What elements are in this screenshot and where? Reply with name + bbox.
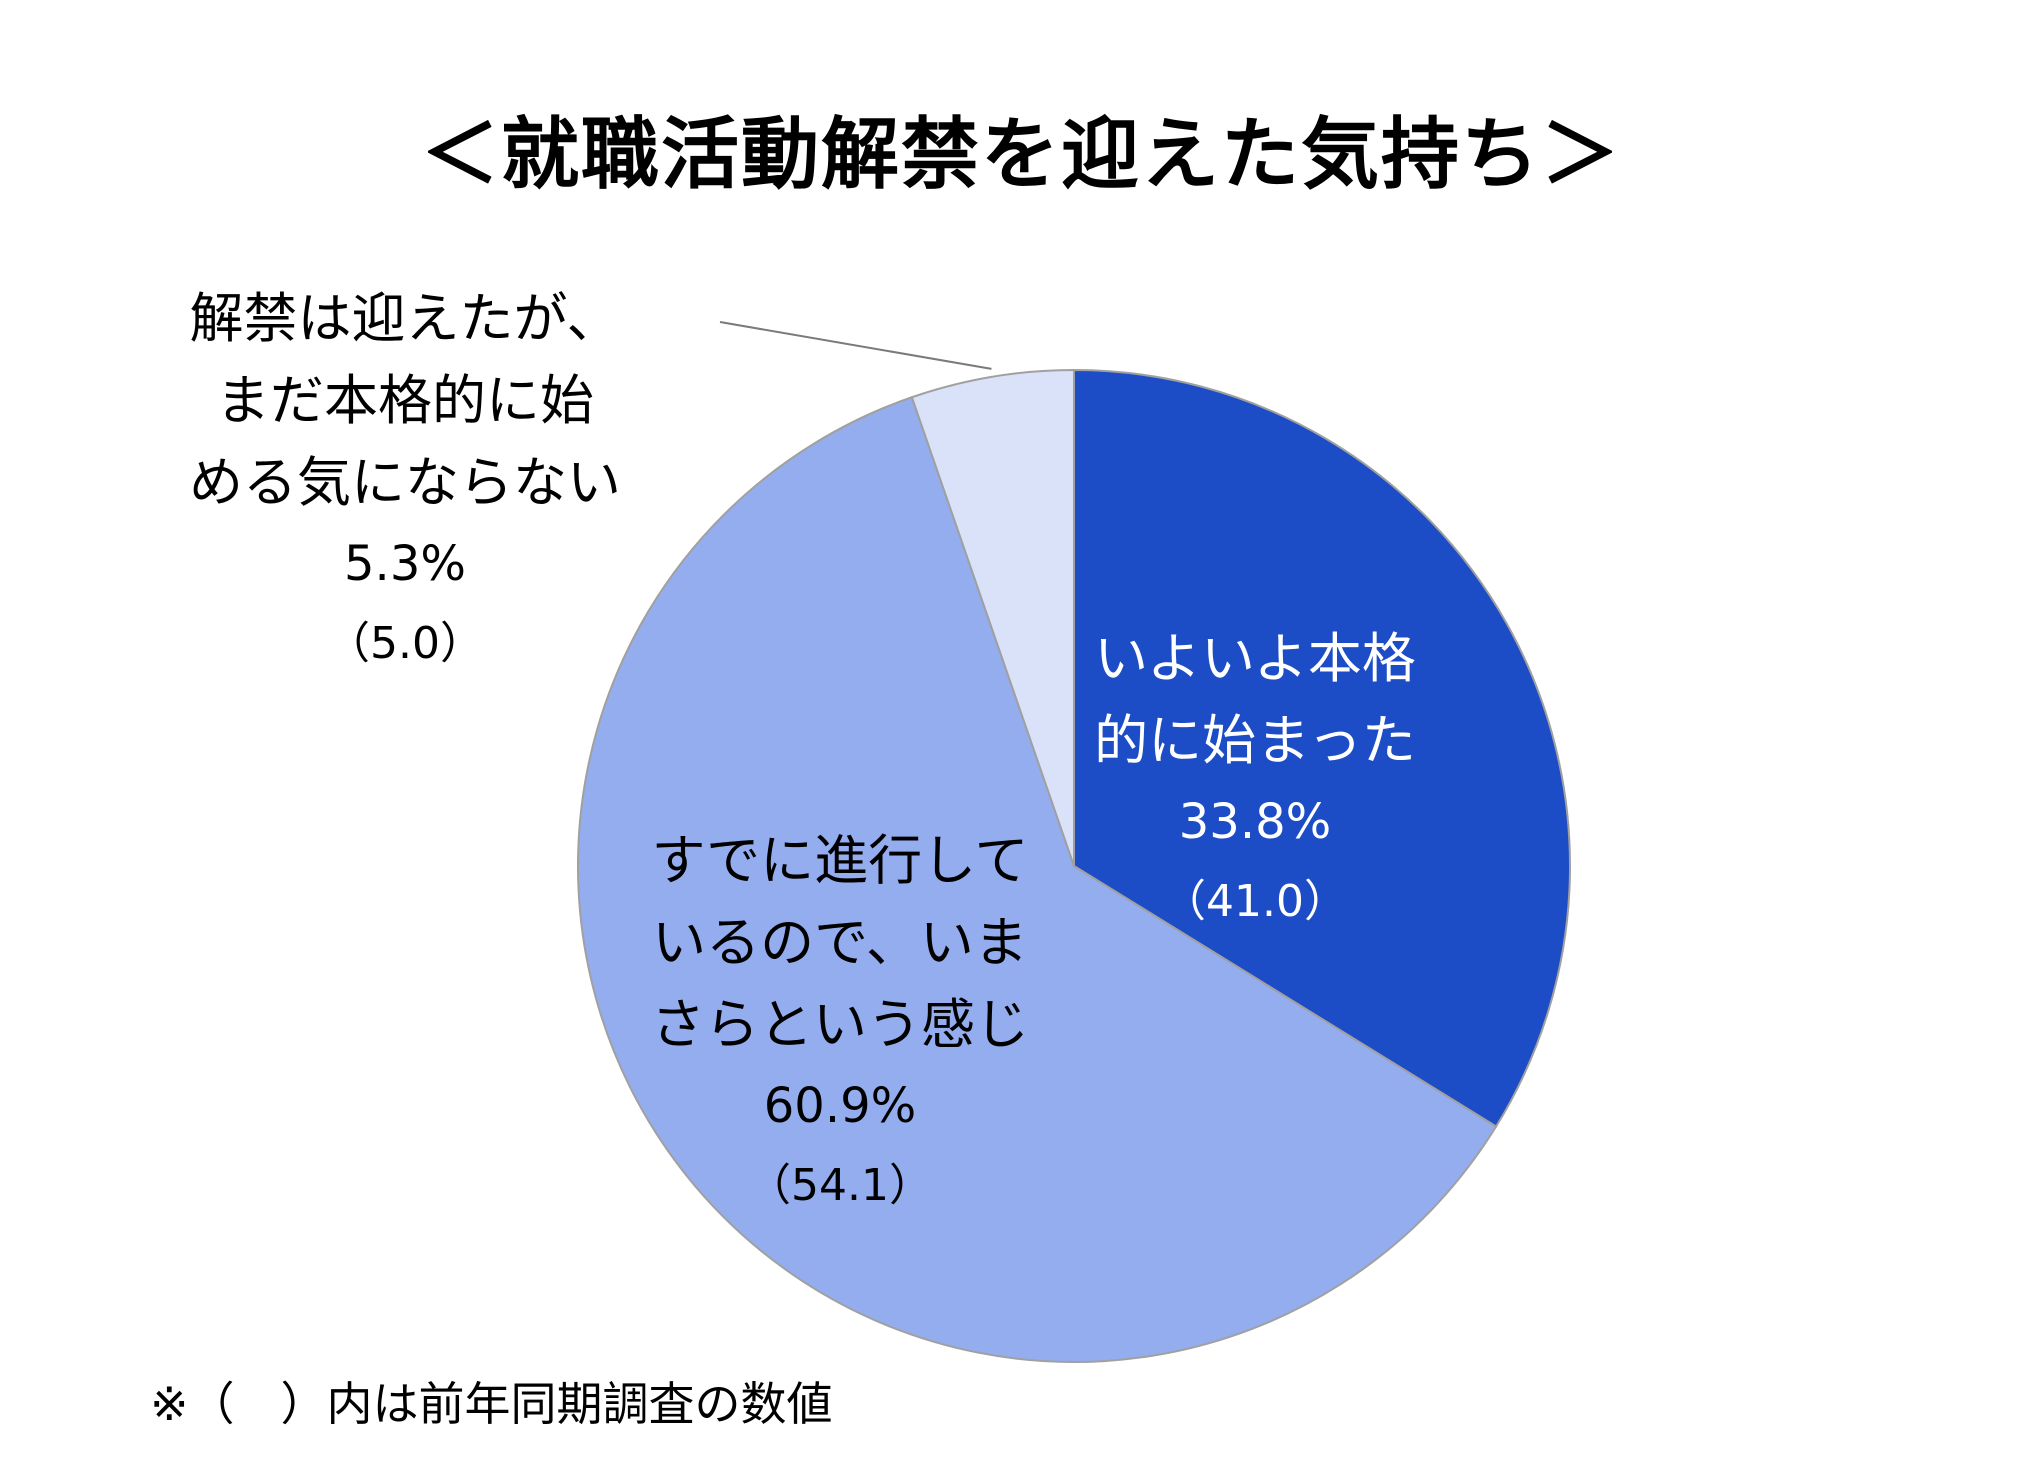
slice-label-started: いよいよ本格 的に始まった 33.8% （41.0）: [1055, 618, 1455, 942]
slice-previous-ongoing: （54.1）: [747, 1160, 933, 1211]
slice-label-ongoing: すでに進行して いるので、いま さらという感じ 60.9% （54.1）: [600, 820, 1080, 1226]
slice-label-ongoing-line-2: いるので、いま: [652, 911, 1028, 974]
slice-value-started: 33.8%: [1178, 794, 1332, 850]
slice-label-not-yet-line-3: める気にならない: [189, 451, 621, 514]
slice-previous-started: （41.0）: [1162, 876, 1348, 927]
slice-label-started-line-2: 的に始まった: [1094, 709, 1416, 772]
pie-slice-started: [1073, 368, 1571, 1128]
slice-value-ongoing: 60.9%: [763, 1078, 917, 1134]
slice-previous-not-yet: （5.0）: [326, 618, 484, 669]
slice-label-ongoing-line-3: さらという感じ: [651, 993, 1029, 1056]
slice-label-not-yet-line-1: 解禁は迎えたが、: [189, 287, 621, 350]
slice-value-not-yet: 5.3%: [344, 536, 466, 592]
pie-slice-not-yet: [910, 368, 1075, 867]
chart-title: ＜就職活動解禁を迎えた気持ち＞: [420, 110, 1621, 200]
slice-label-not-yet-line-2: まだ本格的に始: [216, 369, 594, 432]
footnote: ※（ ）内は前年同期調査の数値: [150, 1377, 833, 1431]
pie-slice-ongoing: [577, 395, 1498, 1363]
leader-line-not-yet: [719, 321, 992, 370]
slice-label-started-line-1: いよいよ本格: [1094, 627, 1416, 690]
slice-label-ongoing-line-1: すでに進行して: [651, 829, 1029, 892]
slice-label-not-yet: 解禁は迎えたが、 まだ本格的に始 める気にならない 5.3% （5.0）: [140, 278, 670, 684]
